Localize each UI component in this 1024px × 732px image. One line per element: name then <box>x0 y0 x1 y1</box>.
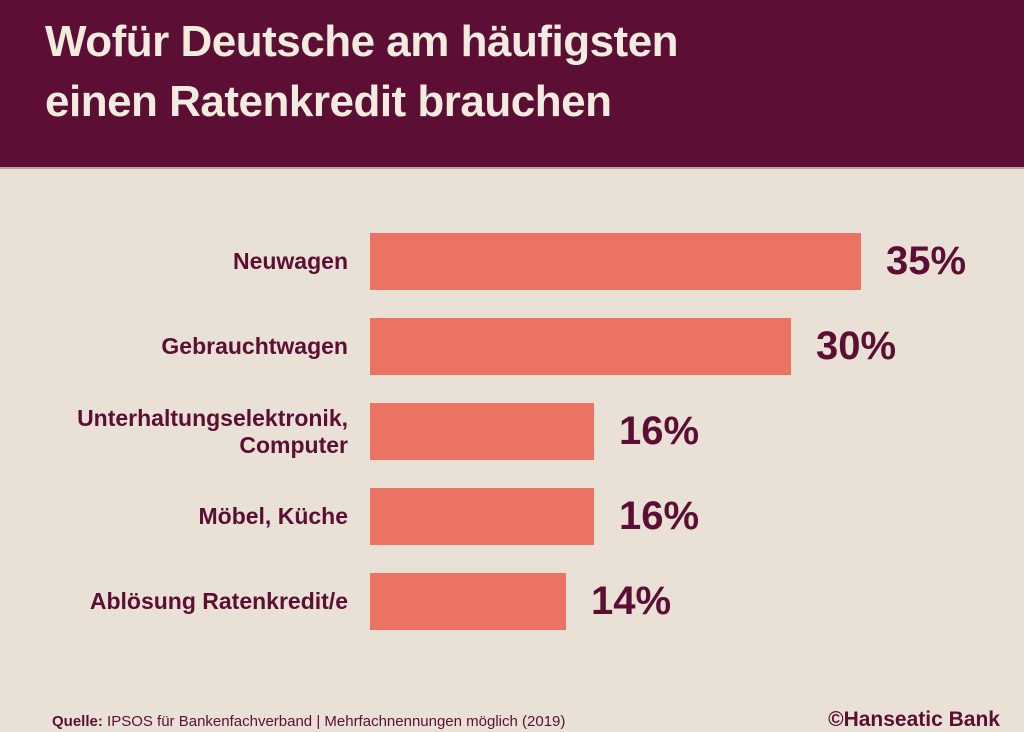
bar-row: Unterhaltungselektronik, Computer 16% <box>0 403 1024 460</box>
bar <box>370 318 791 375</box>
source-text: IPSOS für Bankenfachverband | Mehrfachne… <box>107 713 566 730</box>
bar <box>370 403 594 460</box>
bar-area: 16% <box>370 403 699 460</box>
copyright-brand: ©Hanseatic Bank <box>828 708 1000 731</box>
page-title: Wofür Deutsche am häufigsten einen Raten… <box>0 0 1024 132</box>
bar-value-label: 14% <box>591 579 672 623</box>
bar-category-label: Gebrauchtwagen <box>161 333 348 359</box>
bar-row: Möbel, Küche 16% <box>0 488 1024 545</box>
page-title-line-2: einen Ratenkredit brauchen <box>45 77 612 126</box>
bar-value-label: 16% <box>619 494 700 538</box>
bar-row: Ablösung Ratenkredit/e 14% <box>0 573 1024 630</box>
bar <box>370 233 861 290</box>
source-prefix: Quelle: <box>52 713 103 730</box>
bar-row: Neuwagen 35% <box>0 233 1024 290</box>
bar-value-label: 30% <box>816 324 897 368</box>
bar-area: 35% <box>370 233 966 290</box>
bar-category-label: Unterhaltungselektronik, Computer <box>77 404 348 458</box>
bar-category-label: Neuwagen <box>232 248 348 274</box>
bar-category-label: Möbel, Küche <box>198 503 348 529</box>
bar <box>370 488 594 545</box>
bar-area: 16% <box>370 488 699 545</box>
bar <box>370 573 566 630</box>
bar-row: Gebrauchtwagen 30% <box>0 318 1024 375</box>
bar-value-label: 35% <box>886 239 967 283</box>
bar-area: 30% <box>370 318 896 375</box>
source-note: Quelle: IPSOS für Bankenfachverband | Me… <box>52 713 565 730</box>
page-title-line-1: Wofür Deutsche am häufigsten <box>45 17 679 66</box>
bar-area: 14% <box>370 573 671 630</box>
bar-value-label: 16% <box>619 409 700 453</box>
bar-category-label: Ablösung Ratenkredit/e <box>89 588 348 614</box>
header-banner: Wofür Deutsche am häufigsten einen Raten… <box>0 0 1024 169</box>
bar-chart: Neuwagen 35% Gebrauchtwagen 30% Unterhaltung… <box>0 233 1024 658</box>
